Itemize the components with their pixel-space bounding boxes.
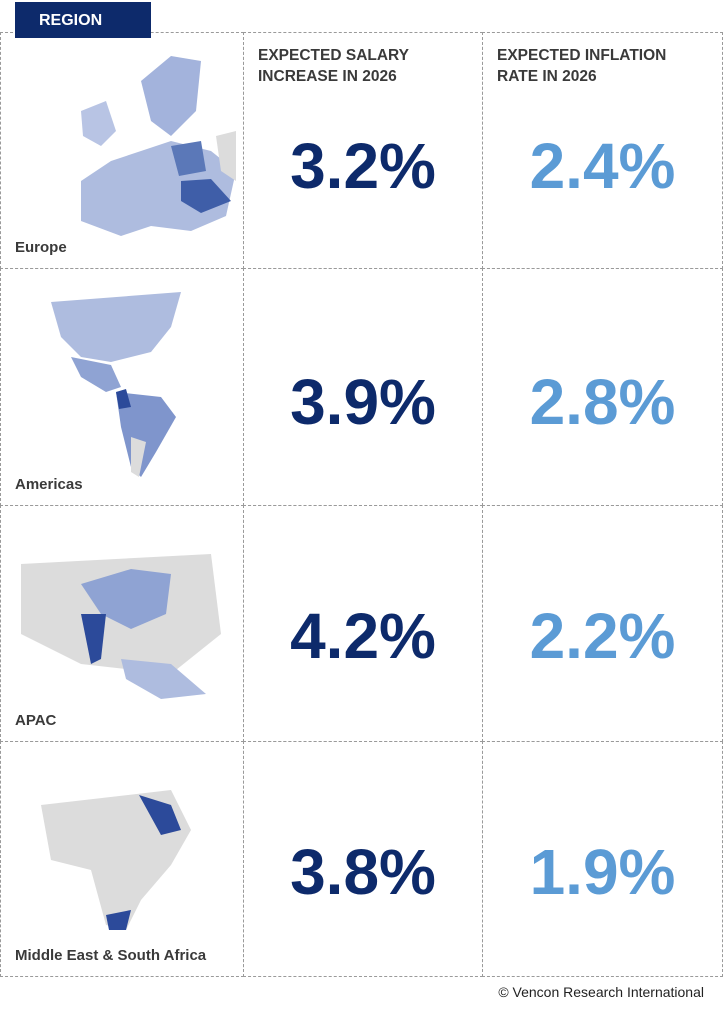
americas-map (51, 292, 181, 477)
inflation-cell: 2.8% (482, 268, 723, 506)
africa-map (41, 790, 191, 930)
salary-value: 4.2% (290, 600, 436, 672)
salary-value: 3.2% (290, 130, 436, 202)
inflation-cell: EXPECTED INFLATION RATE IN 2026 2.4% (482, 32, 723, 269)
column-header: EXPECTED SALARY INCREASE IN 2026 (258, 47, 409, 85)
inflation-value: 2.2% (529, 600, 676, 672)
europe-map (81, 56, 236, 236)
region-label: Middle East & South Africa (15, 947, 207, 964)
region-cell: Americas (0, 268, 244, 506)
salary-cell: 4.2% (243, 505, 483, 742)
inflation-value: 2.4% (529, 130, 676, 202)
region-cell: Middle East & South Africa (0, 741, 244, 977)
inflation-value: 2.8% (529, 366, 676, 438)
salary-cell: 3.8% (243, 741, 483, 977)
salary-value: 3.8% (290, 836, 436, 908)
region-cell: APAC (0, 505, 244, 742)
region-label: APAC (15, 712, 57, 729)
inflation-cell: 2.2% (482, 505, 723, 742)
region-label: Americas (15, 476, 83, 493)
region-tab: REGION (15, 2, 151, 38)
footer: © Vencon Research International (498, 984, 704, 1000)
column-header: EXPECTED INFLATION RATE IN 2026 (497, 47, 667, 85)
region-label: Europe (15, 239, 67, 256)
salary-value: 3.9% (290, 366, 436, 438)
salary-cell: EXPECTED SALARY INCREASE IN 2026 3.2% (243, 32, 483, 269)
salary-cell: 3.9% (243, 268, 483, 506)
inflation-cell: 1.9% (482, 741, 723, 977)
inflation-value: 1.9% (529, 836, 676, 908)
region-cell: Europe (0, 32, 244, 269)
apac-map (21, 554, 221, 699)
